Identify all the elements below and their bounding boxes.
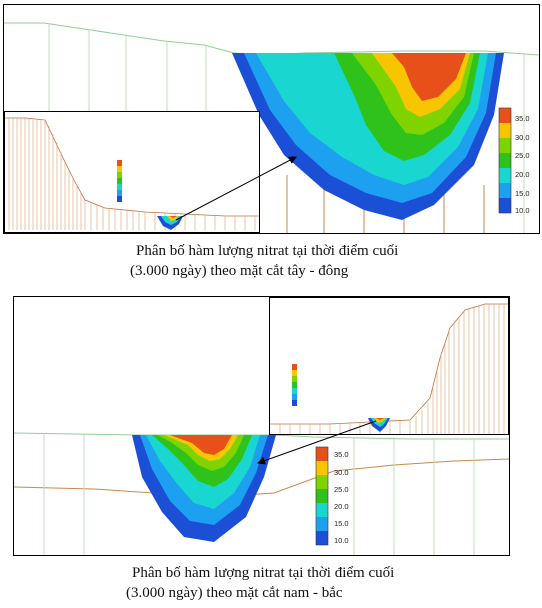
legend-label-15: 15.0 bbox=[515, 189, 530, 198]
legend-label-35: 35.0 bbox=[515, 114, 530, 123]
nitrate-plume-south-north bbox=[132, 435, 276, 542]
figure-2-caption-line-1: Phân bố hàm lượng nitrat tại thời điểm c… bbox=[132, 565, 395, 581]
figure-2-panel: 35.0 30.0 25.0 20.0 15.0 10.0 bbox=[13, 296, 510, 556]
grid-verticals-2 bbox=[43, 433, 475, 555]
figure-2-caption-line-2: (3.000 ngày) theo mặt cắt nam - bắc bbox=[126, 585, 343, 601]
legend-label-25: 25.0 bbox=[515, 151, 530, 160]
figure-1-main-plot: 35.0 30.0 25.0 20.0 15.0 10.0 bbox=[4, 22, 539, 233]
terrain-surface-line bbox=[4, 22, 539, 56]
inset2-verticals bbox=[279, 304, 505, 434]
figure-1-panel: 35.0 30.0 25.0 20.0 15.0 10.0 bbox=[3, 4, 540, 234]
figure-1-arrow bbox=[175, 156, 297, 221]
figure-1-inset bbox=[4, 111, 260, 233]
figure-2-inset bbox=[269, 297, 509, 435]
legend2-label-20: 20.0 bbox=[334, 502, 349, 511]
legend-label-10: 10.0 bbox=[515, 206, 530, 215]
legend-figure-2: 35.0 30.0 25.0 20.0 15.0 10.0 bbox=[315, 446, 349, 546]
figure-1-caption-line-1: Phân bố hàm lượng nitrat tại thời điểm c… bbox=[136, 243, 399, 259]
inset-verticals bbox=[8, 118, 256, 230]
legend2-label-30: 30.0 bbox=[334, 468, 349, 477]
figure-2-caption: Phân bố hàm lượng nitrat tại thời điểm c… bbox=[120, 563, 520, 603]
figure-2-main-plot: 35.0 30.0 25.0 20.0 15.0 10.0 bbox=[14, 432, 509, 555]
legend-label-20: 20.0 bbox=[515, 170, 530, 179]
figure-1-caption: Phân bố hàm lượng nitrat tại thời điểm c… bbox=[122, 241, 522, 281]
figure-1-caption-line-2: (3.000 ngày) theo mặt cắt tây - đông bbox=[130, 263, 349, 279]
inset-mini-legend-1 bbox=[117, 160, 122, 202]
inset-mini-legend-2 bbox=[292, 364, 297, 406]
figure-2-inset-plot bbox=[270, 303, 508, 434]
figure-2-arrow bbox=[257, 420, 377, 465]
legend-label-30: 30.0 bbox=[515, 133, 530, 142]
grid-verticals bbox=[48, 23, 525, 233]
nitrate-plume-west-east bbox=[232, 53, 504, 220]
legend-figure-1: 35.0 30.0 25.0 20.0 15.0 10.0 bbox=[498, 107, 530, 215]
legend2-label-35: 35.0 bbox=[334, 450, 349, 459]
legend2-label-15: 15.0 bbox=[334, 519, 349, 528]
legend2-label-25: 25.0 bbox=[334, 485, 349, 494]
legend2-label-10: 10.0 bbox=[334, 536, 349, 545]
